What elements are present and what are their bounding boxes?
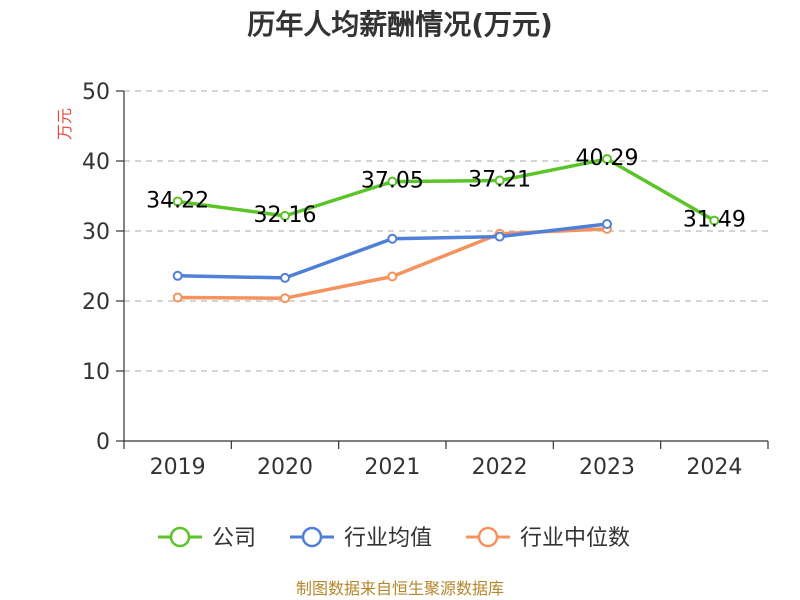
axes: 0 10 20 30 40 50 2019 2020 2021 2022 2023 2024	[82, 80, 769, 480]
data-label: 31.49	[683, 208, 746, 233]
y-tick-label: 10	[82, 360, 110, 385]
legend-item-1[interactable]: 行业均值	[290, 526, 432, 551]
y-tick-label: 20	[82, 290, 110, 315]
x-tick-label: 2022	[472, 455, 528, 480]
data-label: 32.16	[254, 203, 317, 228]
gridlines	[124, 90, 768, 372]
data-point	[709, 215, 720, 226]
legend-marker-icon	[477, 526, 499, 548]
data-labels: 34.22 32.16 37.05 37.21 40.29 31.49	[146, 146, 746, 233]
data-point	[172, 196, 183, 207]
data-point	[172, 292, 183, 303]
x-tick-label: 2024	[686, 455, 742, 480]
y-axis-label: 万元	[55, 108, 74, 140]
legend-marker-icon	[169, 526, 191, 548]
data-point	[494, 175, 505, 186]
y-tick-label: 30	[82, 220, 110, 245]
x-tick-label: 2023	[579, 455, 635, 480]
x-tick-label: 2021	[364, 455, 420, 480]
data-point	[172, 270, 183, 281]
chart-title: 历年人均薪酬情况(万元)	[247, 8, 553, 41]
series-line-0	[177, 157, 716, 223]
legend-item-0[interactable]: 公司	[158, 526, 256, 551]
data-point	[494, 231, 505, 242]
data-point	[280, 210, 290, 221]
data-point	[387, 233, 398, 244]
series-lines	[172, 153, 720, 304]
legend-item-2[interactable]: 行业中位数	[466, 526, 630, 551]
data-label: 37.21	[468, 168, 531, 193]
data-label: 37.05	[361, 169, 424, 194]
legend-label: 行业中位数	[520, 526, 630, 551]
data-point	[280, 272, 290, 283]
x-tick-label: 2020	[257, 455, 313, 480]
data-label: 40.29	[576, 146, 639, 171]
series-line-1	[177, 222, 608, 280]
legend[interactable]: 公司 行业均值 行业中位数	[158, 526, 630, 551]
data-point	[387, 176, 398, 187]
y-tick-label: 40	[82, 150, 110, 175]
data-point	[387, 271, 398, 282]
data-point	[280, 293, 290, 304]
x-tick-label: 2019	[150, 455, 206, 480]
y-tick-label: 50	[82, 80, 110, 105]
data-label: 34.22	[146, 188, 209, 213]
data-point	[602, 153, 612, 164]
legend-marker-icon	[301, 526, 323, 548]
source-note: 制图数据来自恒生聚源数据库	[296, 579, 504, 598]
legend-label: 公司	[212, 526, 256, 551]
data-point	[602, 219, 612, 229]
y-tick-label: 0	[96, 430, 110, 455]
legend-label: 行业均值	[344, 526, 432, 551]
